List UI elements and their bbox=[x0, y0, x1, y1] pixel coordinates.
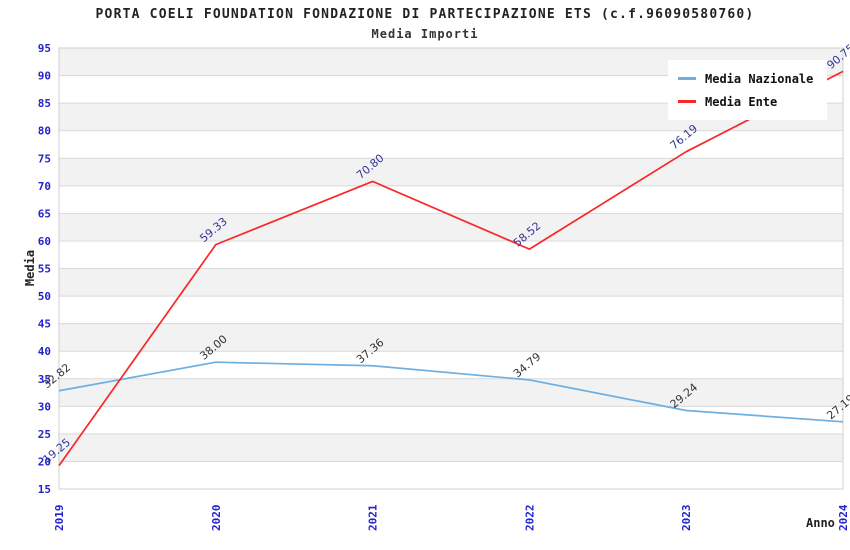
svg-text:35: 35 bbox=[38, 373, 51, 386]
svg-text:75: 75 bbox=[38, 152, 51, 165]
svg-text:30: 30 bbox=[38, 400, 51, 413]
svg-text:50: 50 bbox=[38, 290, 51, 303]
svg-text:55: 55 bbox=[38, 263, 51, 276]
svg-text:45: 45 bbox=[38, 318, 51, 331]
svg-text:20: 20 bbox=[38, 455, 51, 468]
svg-text:60: 60 bbox=[38, 235, 51, 248]
svg-text:2020: 2020 bbox=[210, 505, 223, 532]
svg-text:2023: 2023 bbox=[680, 505, 693, 532]
legend-label-nazionale: Media Nazionale bbox=[705, 71, 814, 86]
chart-title: PORTA COELI FOUNDATION FONDAZIONE DI PAR… bbox=[95, 7, 755, 22]
legend-swatch-nazionale-icon bbox=[678, 77, 696, 80]
svg-text:15: 15 bbox=[38, 483, 51, 496]
svg-text:85: 85 bbox=[38, 97, 51, 110]
chart-subtitle: Media Importi bbox=[371, 27, 479, 41]
svg-text:40: 40 bbox=[38, 345, 51, 358]
legend-item-media-ente[interactable]: Media Ente bbox=[678, 90, 813, 113]
svg-text:34.79: 34.79 bbox=[511, 350, 543, 380]
svg-text:90: 90 bbox=[38, 70, 51, 83]
legend: Media Nazionale Media Ente bbox=[668, 60, 828, 120]
svg-text:25: 25 bbox=[38, 428, 51, 441]
svg-text:95: 95 bbox=[38, 42, 51, 55]
svg-text:80: 80 bbox=[38, 125, 51, 138]
legend-label-ente: Media Ente bbox=[705, 94, 778, 109]
legend-item-media-nazionale[interactable]: Media Nazionale bbox=[678, 67, 813, 90]
svg-text:2021: 2021 bbox=[367, 504, 380, 531]
y-axis-title: Media bbox=[23, 249, 37, 287]
svg-text:2022: 2022 bbox=[523, 505, 536, 532]
legend-swatch-ente-icon bbox=[678, 100, 696, 103]
svg-text:70: 70 bbox=[38, 180, 51, 193]
svg-text:2019: 2019 bbox=[53, 505, 66, 532]
x-axis-title: Anno bbox=[806, 516, 835, 530]
svg-text:2024: 2024 bbox=[837, 504, 850, 531]
svg-text:65: 65 bbox=[38, 207, 51, 220]
